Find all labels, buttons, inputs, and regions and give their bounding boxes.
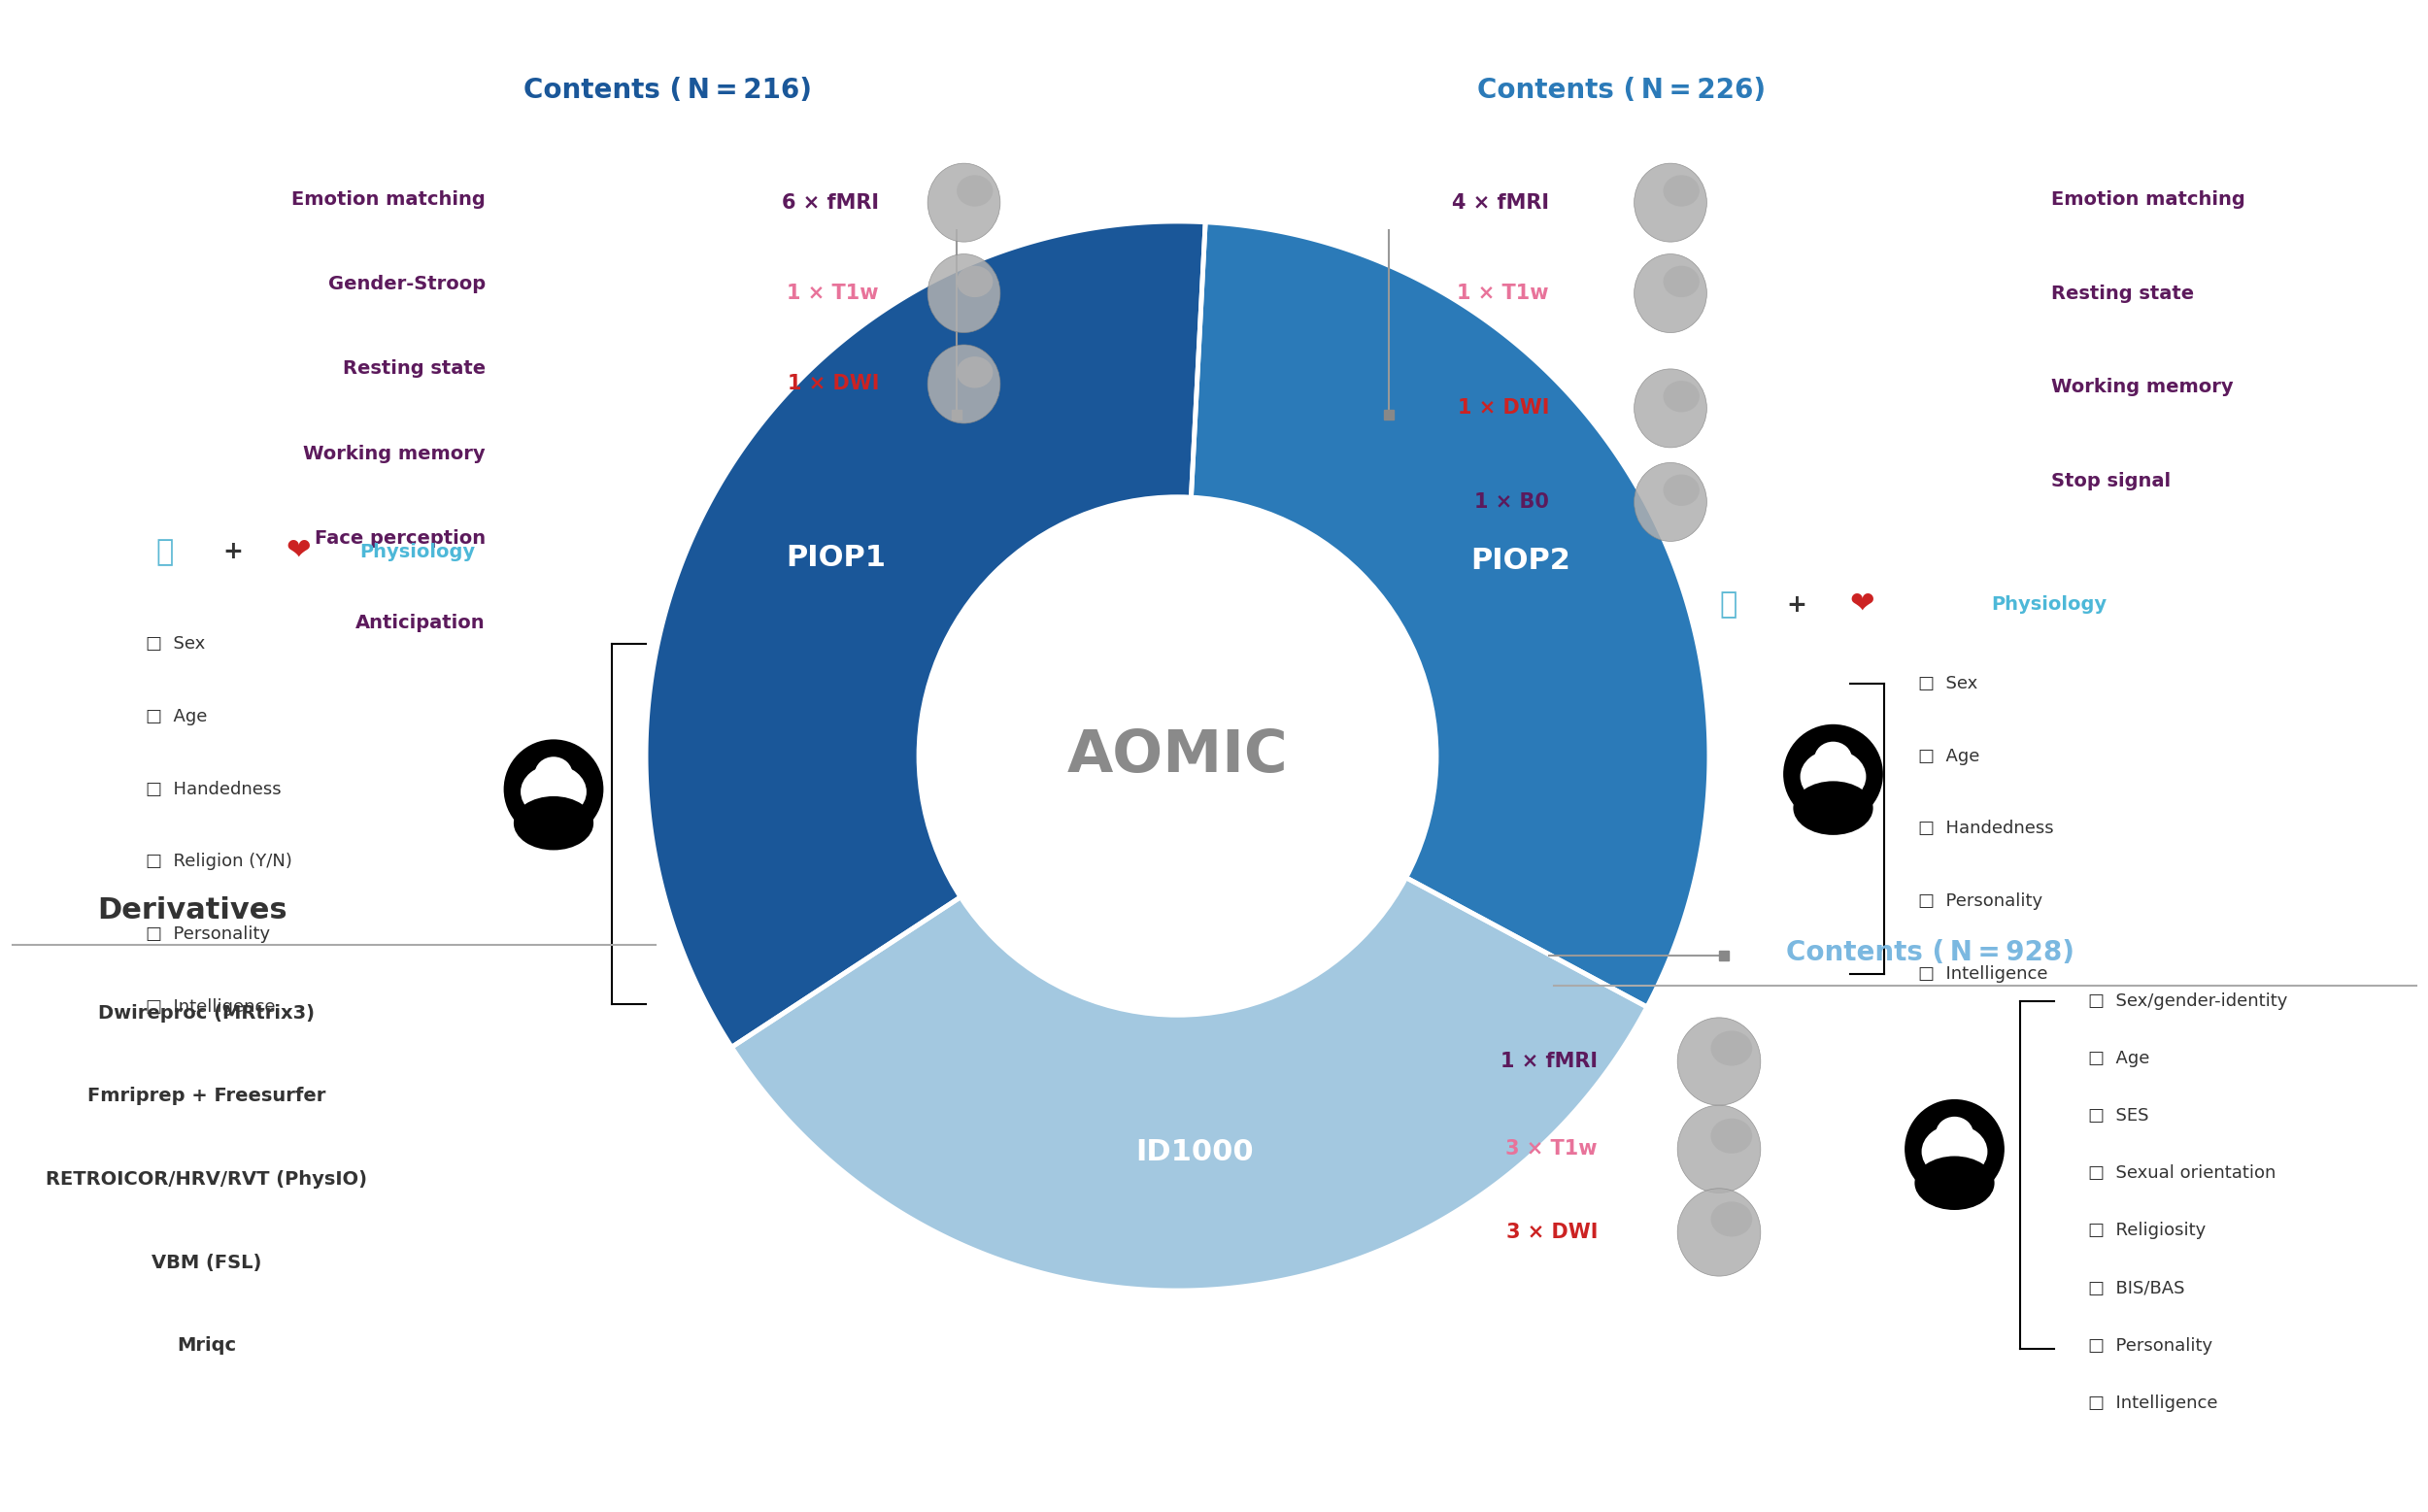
Text: □  Sex/gender-identity: □ Sex/gender-identity (2088, 992, 2287, 1010)
Text: □  Personality: □ Personality (146, 925, 270, 943)
Text: □  Religiosity: □ Religiosity (2088, 1222, 2207, 1240)
Ellipse shape (927, 254, 1000, 333)
Ellipse shape (1634, 369, 1707, 448)
Ellipse shape (1921, 1125, 1989, 1178)
Text: 4 × fMRI: 4 × fMRI (1452, 194, 1549, 212)
Text: 3 × DWI: 3 × DWI (1505, 1223, 1598, 1241)
Text: □  BIS/BAS: □ BIS/BAS (2088, 1279, 2185, 1297)
Text: Stop signal: Stop signal (2052, 472, 2171, 490)
Ellipse shape (1663, 266, 1700, 298)
Text: Contents ( N = 226): Contents ( N = 226) (1479, 77, 1765, 104)
Ellipse shape (1663, 381, 1700, 413)
Text: Physiology: Physiology (359, 543, 476, 561)
Ellipse shape (515, 797, 592, 850)
Ellipse shape (1678, 1188, 1760, 1276)
Ellipse shape (957, 266, 993, 298)
Text: 1 × B0: 1 × B0 (1474, 493, 1549, 511)
Text: Dwireproc (MRtrix3): Dwireproc (MRtrix3) (97, 1004, 316, 1022)
Ellipse shape (1663, 175, 1700, 207)
Text: ❤: ❤ (1850, 591, 1874, 618)
Text: Resting state: Resting state (342, 360, 486, 378)
Text: Working memory: Working memory (2052, 378, 2234, 396)
Text: □  Sex: □ Sex (1918, 674, 1976, 692)
Text: Resting state: Resting state (2052, 284, 2195, 302)
Text: 1 × T1w: 1 × T1w (1457, 284, 1549, 302)
Ellipse shape (1634, 254, 1707, 333)
Ellipse shape (918, 496, 1437, 1016)
Text: Derivatives: Derivatives (97, 897, 287, 924)
Text: 1 × T1w: 1 × T1w (787, 284, 879, 302)
Text: Gender-Stroop: Gender-Stroop (328, 275, 486, 293)
Ellipse shape (957, 175, 993, 207)
Text: PIOP2: PIOP2 (1471, 547, 1571, 575)
Ellipse shape (1712, 1202, 1753, 1237)
Text: □  Age: □ Age (1918, 747, 1979, 765)
Text: Anticipation: Anticipation (357, 614, 486, 632)
Text: □  Age: □ Age (2088, 1049, 2149, 1067)
Text: PIOP1: PIOP1 (787, 544, 886, 572)
Polygon shape (648, 224, 1204, 1046)
Text: 1 × DWI: 1 × DWI (787, 375, 879, 393)
Text: 6 × fMRI: 6 × fMRI (782, 194, 879, 212)
Text: Emotion matching: Emotion matching (2052, 191, 2246, 209)
Ellipse shape (1916, 1157, 1993, 1210)
Text: AOMIC: AOMIC (1066, 727, 1289, 785)
Ellipse shape (1904, 1099, 2006, 1199)
Text: ID1000: ID1000 (1136, 1137, 1253, 1166)
Text: □  Sex: □ Sex (146, 635, 204, 653)
Ellipse shape (1782, 724, 1884, 824)
Ellipse shape (927, 163, 1000, 242)
Text: □  Intelligence: □ Intelligence (2088, 1394, 2217, 1412)
Ellipse shape (1794, 782, 1872, 835)
Text: VBM (FSL): VBM (FSL) (151, 1253, 262, 1272)
Text: ❤: ❤ (287, 538, 311, 565)
Text: Contents ( N = 928): Contents ( N = 928) (1787, 939, 2074, 966)
Text: +: + (1787, 593, 1806, 617)
Ellipse shape (1678, 1105, 1760, 1193)
Ellipse shape (1634, 163, 1707, 242)
Text: □  SES: □ SES (2088, 1107, 2149, 1125)
Text: □  Intelligence: □ Intelligence (146, 998, 274, 1016)
Text: 🫁: 🫁 (1719, 591, 1738, 618)
Text: □  Handedness: □ Handedness (1918, 820, 2054, 838)
Text: 1 × fMRI: 1 × fMRI (1501, 1052, 1598, 1070)
Ellipse shape (1712, 1031, 1753, 1066)
Ellipse shape (520, 765, 588, 818)
Text: □  Intelligence: □ Intelligence (1918, 965, 2047, 983)
Ellipse shape (1712, 1119, 1753, 1154)
Text: Face perception: Face perception (316, 529, 486, 547)
Text: Physiology: Physiology (1991, 596, 2108, 614)
Ellipse shape (1814, 741, 1853, 777)
Text: □  Handedness: □ Handedness (146, 780, 282, 798)
Ellipse shape (1935, 1116, 1974, 1152)
Ellipse shape (1663, 475, 1700, 507)
Text: □  Sexual orientation: □ Sexual orientation (2088, 1164, 2275, 1182)
Text: □  Personality: □ Personality (1918, 892, 2042, 910)
Text: 1 × DWI: 1 × DWI (1457, 399, 1549, 417)
Polygon shape (1192, 224, 1707, 1005)
Ellipse shape (1678, 1018, 1760, 1105)
Ellipse shape (1799, 750, 1867, 803)
Text: 3 × T1w: 3 × T1w (1505, 1140, 1598, 1158)
Text: +: + (223, 540, 243, 564)
Text: RETROICOR/HRV/RVT (PhysIO): RETROICOR/HRV/RVT (PhysIO) (46, 1170, 367, 1188)
Text: Mriqc: Mriqc (177, 1337, 236, 1355)
Text: □  Religion (Y/N): □ Religion (Y/N) (146, 853, 291, 871)
Text: □  Personality: □ Personality (2088, 1337, 2212, 1355)
Text: □  Age: □ Age (146, 708, 206, 726)
Ellipse shape (1634, 463, 1707, 541)
Text: Fmriprep + Freesurfer: Fmriprep + Freesurfer (87, 1087, 325, 1105)
Ellipse shape (957, 357, 993, 389)
Text: Working memory: Working memory (304, 445, 486, 463)
Ellipse shape (503, 739, 605, 839)
Text: Emotion matching: Emotion matching (291, 191, 486, 209)
Text: 🫁: 🫁 (155, 538, 175, 565)
Ellipse shape (534, 756, 573, 792)
Ellipse shape (927, 345, 1000, 423)
Text: Contents ( N = 216): Contents ( N = 216) (524, 77, 811, 104)
Polygon shape (733, 878, 1644, 1288)
